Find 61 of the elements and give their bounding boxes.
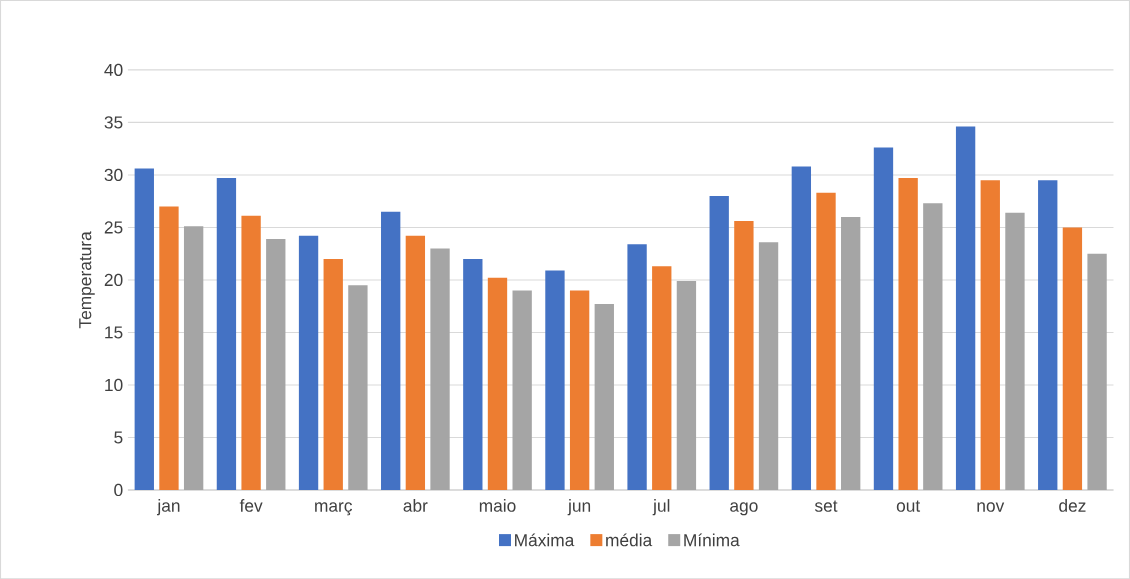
y-tick-label: 30 — [104, 168, 123, 181]
bar — [134, 168, 154, 490]
bar — [923, 203, 943, 490]
bar — [487, 277, 508, 490]
legend-label: Mínima — [684, 533, 740, 547]
bar — [709, 195, 729, 490]
y-tick-label: 20 — [104, 273, 123, 286]
bar — [841, 216, 861, 490]
bar — [298, 235, 319, 490]
x-tick-label: abr — [403, 498, 428, 512]
bar — [348, 285, 368, 490]
bar — [512, 290, 532, 490]
bar — [873, 147, 894, 490]
legend-label: Máxima — [515, 533, 575, 547]
legend-label: média — [606, 533, 653, 547]
y-tick-label: 25 — [104, 221, 123, 234]
x-tick-label: jan — [156, 498, 180, 516]
bar — [1038, 180, 1058, 490]
x-tick-label: jul — [652, 498, 670, 516]
bar — [1087, 253, 1107, 490]
bar — [758, 242, 779, 490]
bar — [627, 244, 647, 490]
x-tick-label: març — [315, 502, 353, 516]
bar — [183, 226, 204, 490]
x-tick-label: dez — [1059, 498, 1086, 512]
y-tick-label: 15 — [105, 326, 123, 339]
bar — [323, 258, 343, 490]
y-tick-label: 5 — [114, 431, 123, 444]
bar — [652, 266, 672, 490]
bar — [405, 235, 426, 490]
bar — [159, 206, 179, 490]
bar — [545, 270, 565, 490]
x-tick-label: maio — [479, 498, 516, 512]
x-tick-label: jun — [567, 498, 591, 516]
x-tick-label: nov — [977, 502, 1005, 512]
y-tick-label: 10 — [105, 378, 123, 391]
bar — [381, 211, 401, 490]
bar — [1062, 227, 1083, 490]
bar — [1005, 212, 1025, 490]
y-tick-label: 40 — [104, 63, 123, 76]
x-tick-label: out — [896, 500, 921, 512]
y-axis-title: Temperatura — [79, 231, 95, 329]
bar — [266, 238, 286, 490]
bar — [241, 215, 261, 490]
bar — [594, 304, 614, 490]
x-tick-label: ago — [730, 502, 758, 516]
bar — [216, 177, 237, 490]
y-tick-label: 35 — [104, 116, 123, 129]
y-tick-label: 0 — [114, 483, 123, 497]
bar — [676, 280, 697, 490]
bar — [955, 126, 976, 490]
bar — [430, 248, 450, 490]
bar — [980, 180, 1000, 490]
bar — [569, 290, 590, 490]
bar — [463, 258, 483, 490]
bar — [791, 166, 812, 490]
bar — [734, 221, 754, 490]
bar — [898, 177, 918, 490]
x-tick-label: set — [814, 500, 838, 512]
bar — [816, 192, 836, 490]
x-tick-label: fev — [239, 499, 263, 512]
